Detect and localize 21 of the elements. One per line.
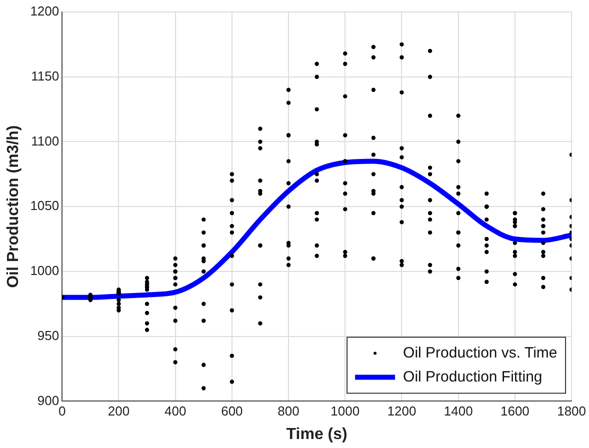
y-tick-label: 950 [37, 328, 60, 343]
x-tick-label: 800 [278, 404, 300, 419]
x-tick-label: 1400 [444, 404, 473, 419]
x-tick-label: 1800 [557, 404, 586, 419]
x-tick-label: 1600 [500, 404, 530, 419]
x-tick-label: 1200 [387, 404, 416, 419]
x-tick-label: 0 [58, 404, 66, 419]
y-tick-label: 1100 [31, 133, 60, 148]
y-tick-label: 1200 [30, 4, 60, 19]
y-tick-label: 1150 [31, 68, 60, 84]
x-tick-label: 600 [221, 404, 243, 419]
y-tick-label: 900 [37, 392, 60, 408]
y-tick-label: 1050 [30, 198, 60, 214]
legend-label: Oil Production Fitting [403, 368, 542, 386]
x-tick-label: 400 [164, 404, 186, 419]
legend-label: Oil Production vs. Time [403, 344, 558, 362]
x-tick-label: 1000 [330, 404, 360, 419]
y-axis-title: Oil Production (m3/h) [5, 125, 22, 288]
x-tick-label: 200 [108, 404, 130, 419]
y-tick-label: 1000 [30, 263, 60, 278]
x-axis-title: Time (s) [286, 426, 348, 443]
